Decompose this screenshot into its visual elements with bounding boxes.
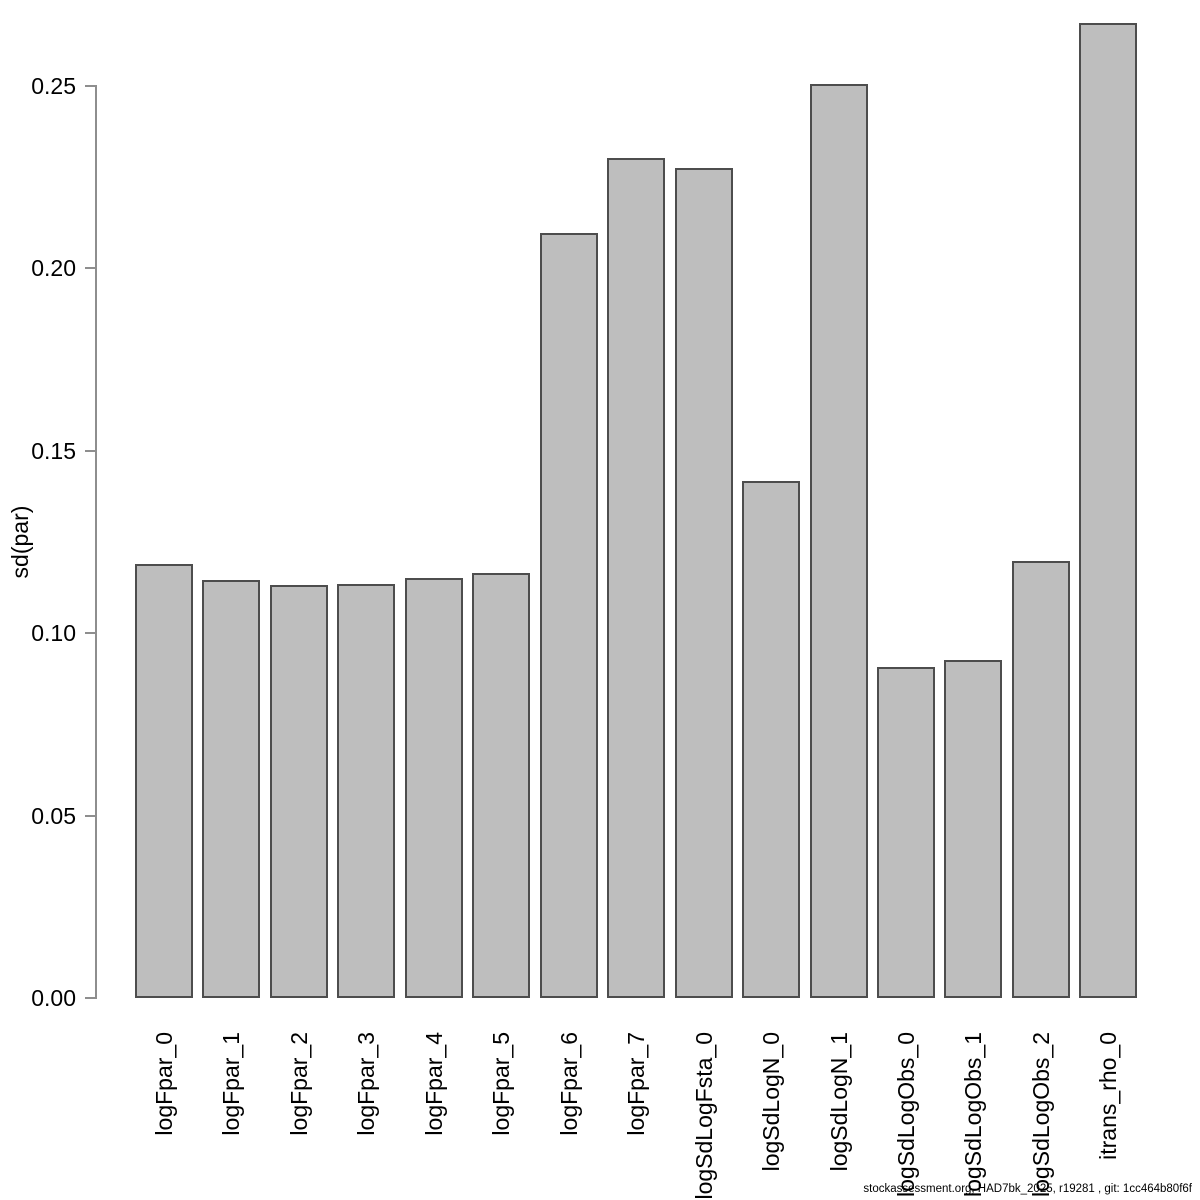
footer-caption: stockassessment.org, HAD7bk_2025, r19281… (863, 1183, 1192, 1195)
bar-logSdLogObs_0 (877, 667, 935, 998)
x-axis-label-logFpar_6: logFpar_6 (556, 1032, 582, 1136)
bar-logFpar_1 (202, 580, 260, 998)
y-tick-mark (85, 815, 96, 817)
y-tick-label: 0.25 (31, 73, 76, 99)
bar-logFpar_6 (540, 233, 598, 998)
bar-logSdLogN_0 (742, 481, 800, 998)
x-axis-label-logFpar_4: logFpar_4 (421, 1032, 447, 1136)
y-tick-mark (85, 450, 96, 452)
x-axis-label-logSdLogObs_2: logSdLogObs_2 (1028, 1032, 1054, 1197)
y-tick-mark (85, 632, 96, 634)
bar-itrans_rho_0 (1079, 23, 1137, 998)
x-axis-label-logSdLogFsta_0: logSdLogFsta_0 (691, 1032, 717, 1200)
x-axis-label-logSdLogN_0: logSdLogN_0 (758, 1032, 784, 1172)
bar-logFpar_0 (135, 564, 193, 998)
x-axis-label-logFpar_0: logFpar_0 (151, 1032, 177, 1136)
x-axis-label-logFpar_3: logFpar_3 (353, 1032, 379, 1136)
bar-logFpar_2 (270, 585, 328, 998)
y-tick-mark (85, 997, 96, 999)
y-axis-line (95, 85, 97, 999)
bar-logFpar_5 (472, 573, 530, 998)
y-axis-title: sd(par) (7, 505, 33, 579)
bar-logSdLogFsta_0 (675, 168, 733, 998)
bar-logSdLogObs_2 (1012, 561, 1070, 998)
bar-logFpar_4 (405, 578, 463, 998)
y-tick-label: 0.20 (31, 255, 76, 281)
x-axis-label-logSdLogObs_1: logSdLogObs_1 (960, 1032, 986, 1197)
x-axis-label-logFpar_5: logFpar_5 (488, 1032, 514, 1136)
bar-logFpar_3 (337, 584, 395, 998)
y-tick-mark (85, 267, 96, 269)
y-tick-label: 0.05 (31, 803, 76, 829)
x-axis-label-logFpar_7: logFpar_7 (623, 1032, 649, 1136)
y-tick-label: 0.00 (31, 985, 76, 1011)
x-axis-label-logSdLogN_1: logSdLogN_1 (826, 1032, 852, 1172)
y-tick-label: 0.15 (31, 438, 76, 464)
x-axis-label-itrans_rho_0: itrans_rho_0 (1095, 1032, 1121, 1160)
x-axis-label-logSdLogObs_0: logSdLogObs_0 (893, 1032, 919, 1197)
bar-logSdLogN_1 (810, 84, 868, 998)
y-tick-label: 0.10 (31, 620, 76, 646)
y-tick-mark (85, 85, 96, 87)
x-axis-label-logFpar_2: logFpar_2 (286, 1032, 312, 1136)
x-axis-label-logFpar_1: logFpar_1 (218, 1032, 244, 1136)
bar-logFpar_7 (607, 158, 665, 998)
bar-logSdLogObs_1 (944, 660, 1002, 998)
